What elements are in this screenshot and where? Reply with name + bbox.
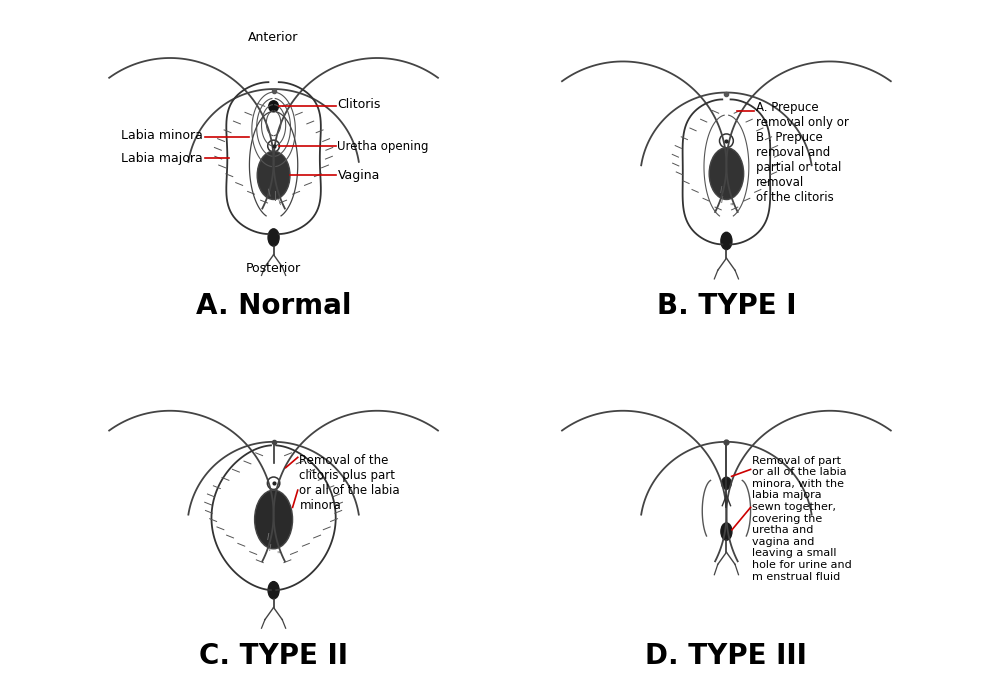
Ellipse shape — [709, 148, 744, 199]
Ellipse shape — [257, 151, 290, 199]
Text: Posterior: Posterior — [246, 262, 301, 275]
Text: C. TYPE II: C. TYPE II — [199, 642, 348, 670]
Text: Labia majora: Labia majora — [121, 152, 203, 164]
Text: ": " — [729, 203, 733, 212]
Text: Removal of the
clitoris plus part
or all of the labia
minora: Removal of the clitoris plus part or all… — [299, 454, 400, 512]
Text: A. Prepuce
removal only or
B . Prepuce
removal and
partial or total
removal
of t: A. Prepuce removal only or B . Prepuce r… — [756, 101, 849, 204]
Text: Clitoris: Clitoris — [337, 98, 381, 111]
Text: B. TYPE I: B. TYPE I — [657, 293, 796, 321]
Ellipse shape — [721, 232, 732, 250]
Text: ": " — [276, 550, 280, 559]
Text: A. Normal: A. Normal — [196, 293, 351, 321]
Text: I: I — [267, 533, 269, 542]
Text: Removal of part
or all of the labia
minora, with the
labia majora
sewn together,: Removal of part or all of the labia mino… — [752, 456, 852, 582]
Text: Vagina: Vagina — [337, 169, 380, 182]
Text: Uretha opening: Uretha opening — [337, 139, 429, 153]
Text: I: I — [268, 543, 271, 552]
Ellipse shape — [721, 523, 732, 540]
Text: I: I — [720, 186, 722, 195]
Text: I: I — [721, 196, 724, 205]
Ellipse shape — [722, 477, 731, 489]
Text: Anterior: Anterior — [248, 31, 299, 44]
Ellipse shape — [255, 490, 293, 549]
Ellipse shape — [268, 229, 279, 246]
Ellipse shape — [269, 101, 278, 112]
Text: D. TYPE III: D. TYPE III — [645, 642, 807, 670]
Ellipse shape — [268, 582, 279, 599]
Text: Labia minora: Labia minora — [121, 130, 203, 142]
